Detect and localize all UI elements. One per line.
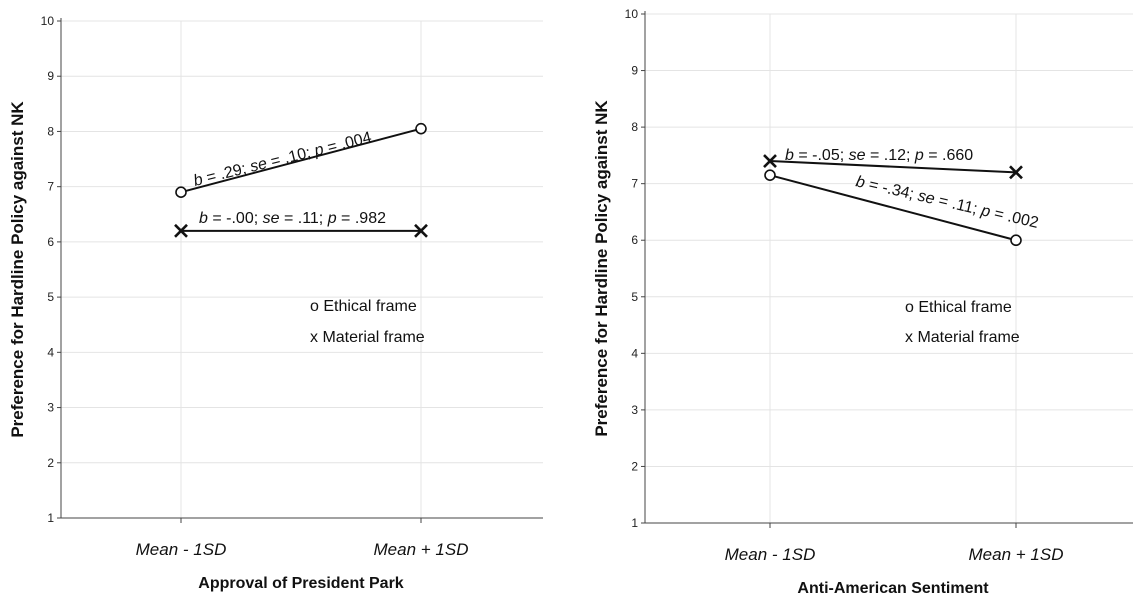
legend-label: Material frame xyxy=(322,329,424,346)
x-category-label-2: Mean + 1SD xyxy=(969,545,1064,564)
y-axis-title: Preference for Hardline Policy against N… xyxy=(592,100,611,437)
ethical-point-1 xyxy=(175,186,187,198)
legend-item-material: x Material frame xyxy=(310,329,425,346)
legend-label: Ethical frame xyxy=(323,298,416,315)
legend-marker: o xyxy=(905,299,918,316)
series-line-ethical xyxy=(769,174,1017,242)
y-tick-label-5: 5 xyxy=(631,290,638,304)
legend-marker: x xyxy=(905,329,917,346)
y-tick-label-6: 6 xyxy=(47,235,54,249)
y-tick-label-2: 2 xyxy=(47,456,54,470)
y-tick-label-10: 10 xyxy=(41,14,55,28)
material-slope-annotation: b = -.00; se = .11; p = .982 xyxy=(199,210,386,227)
chart-panel-2: 1 2 3 4 5 6 7 8 9 10 Mean - 1SD Mean + 1SD Anti-Amer… xyxy=(592,7,1133,597)
chart-panel-1: 1 2 3 4 5 6 7 8 9 10 Mean - 1SD Mean + 1SD Approval … xyxy=(8,14,543,592)
ethical-slope-annotation: b = -.34; se = .11; p = .002 xyxy=(854,173,1040,232)
series-line-ethical xyxy=(180,127,422,194)
y-tick-label-1: 1 xyxy=(47,511,54,525)
legend-marker: x xyxy=(310,329,322,346)
legend-marker: o xyxy=(310,298,323,315)
material-slope-annotation: b = -.05; se = .12; p = .660 xyxy=(785,147,973,164)
x-axis-title: Approval of President Park xyxy=(198,575,403,592)
x-category-label-1: Mean - 1SD xyxy=(136,540,227,559)
series-line-material xyxy=(769,160,1017,174)
y-tick-label-7: 7 xyxy=(631,177,638,191)
ethical-point-2 xyxy=(1010,234,1022,247)
ethical-slope-annotation: b = .29; se = .10; p = .004 xyxy=(192,129,374,190)
ethical-point-2 xyxy=(415,122,427,135)
y-tick-label-10: 10 xyxy=(625,7,639,21)
x-category-label-1: Mean - 1SD xyxy=(725,545,816,564)
legend-item-ethical: o Ethical frame xyxy=(310,298,417,315)
y-tick-label-1: 1 xyxy=(631,516,638,530)
y-tick-label-4: 4 xyxy=(47,345,54,359)
material-point-1 xyxy=(174,223,188,238)
y-tick-label-8: 8 xyxy=(631,120,638,134)
material-point-2 xyxy=(414,223,428,238)
y-tick-label-9: 9 xyxy=(47,69,54,83)
legend-label: Ethical frame xyxy=(918,299,1011,316)
y-tick-label-3: 3 xyxy=(631,403,638,417)
y-tick-label-6: 6 xyxy=(631,233,638,247)
legend-item-ethical: o Ethical frame xyxy=(905,299,1012,316)
y-tick-label-7: 7 xyxy=(47,180,54,194)
y-tick-label-4: 4 xyxy=(631,346,638,360)
y-tick-label-9: 9 xyxy=(631,64,638,78)
material-point-1 xyxy=(763,154,777,168)
y-tick-label-3: 3 xyxy=(47,401,54,415)
legend-item-material: x Material frame xyxy=(905,329,1020,346)
material-point-2 xyxy=(1009,165,1023,180)
x-axis-title: Anti-American Sentiment xyxy=(797,580,989,597)
y-axis-title: Preference for Hardline Policy against N… xyxy=(8,101,27,438)
x-category-label-2: Mean + 1SD xyxy=(374,540,469,559)
ethical-point-1 xyxy=(764,169,776,181)
y-tick-label-5: 5 xyxy=(47,290,54,304)
y-tick-label-8: 8 xyxy=(47,124,54,138)
y-tick-label-2: 2 xyxy=(631,459,638,473)
legend-label: Material frame xyxy=(917,329,1019,346)
